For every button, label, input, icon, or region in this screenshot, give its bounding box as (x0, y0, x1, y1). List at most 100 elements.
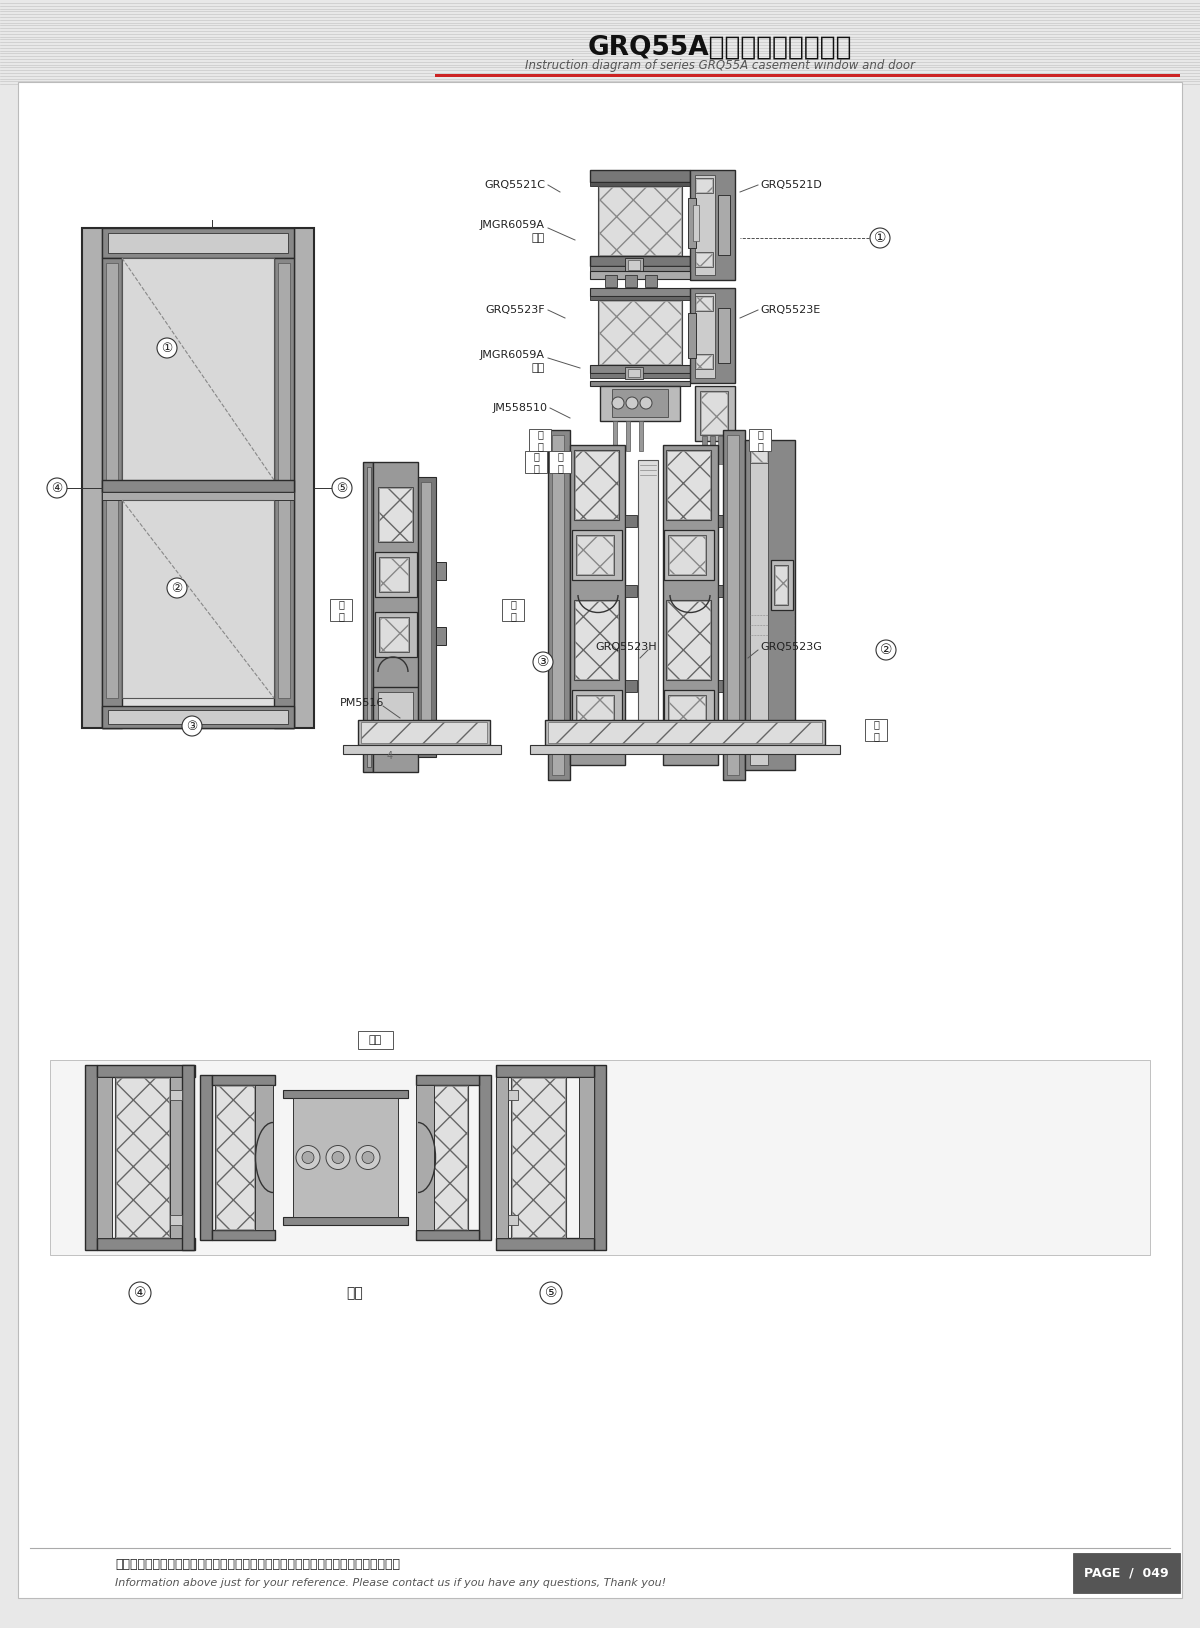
Bar (774, 565, 788, 606)
Bar (122, 500, 274, 698)
Bar (373, 462, 418, 772)
Bar (668, 695, 706, 746)
Bar (508, 1091, 518, 1101)
Bar (701, 392, 727, 435)
Bar (421, 482, 431, 752)
Bar (379, 488, 412, 540)
Bar (668, 536, 706, 575)
Text: 室
内: 室 内 (338, 599, 344, 620)
Circle shape (157, 339, 178, 358)
Bar (548, 721, 822, 742)
Bar (695, 296, 713, 311)
Text: ⑤: ⑤ (336, 482, 348, 495)
Bar (108, 710, 288, 724)
Bar (710, 436, 715, 464)
Bar (625, 514, 637, 527)
Bar (108, 233, 288, 252)
Bar (688, 313, 696, 358)
Bar (529, 430, 551, 451)
Bar (552, 435, 564, 775)
Bar (695, 174, 715, 275)
Bar (749, 430, 772, 451)
Bar (662, 444, 718, 765)
Bar (613, 422, 617, 451)
Bar (436, 73, 1180, 77)
Circle shape (296, 1146, 320, 1169)
Bar (102, 707, 294, 728)
Text: 角码: 角码 (532, 363, 545, 373)
Bar (416, 1231, 479, 1241)
Bar (640, 422, 643, 451)
Bar (380, 619, 408, 651)
Bar (718, 514, 730, 527)
Bar (358, 1031, 392, 1048)
Bar (416, 1084, 434, 1231)
Bar (574, 449, 619, 519)
Bar (374, 552, 418, 597)
Text: ③: ③ (186, 720, 198, 733)
Bar (283, 1218, 408, 1224)
Bar (82, 228, 314, 728)
Bar (256, 1084, 274, 1231)
Bar (625, 681, 637, 692)
Bar (343, 746, 502, 754)
Text: ④: ④ (133, 1286, 146, 1301)
Text: 图中所示型材截面、装配、编号、尺寸及重量仅供参考。如有疑问，请向本公司查询。: 图中所示型材截面、装配、编号、尺寸及重量仅供参考。如有疑问，请向本公司查询。 (115, 1558, 400, 1571)
Text: PAGE  /  049: PAGE / 049 (1084, 1566, 1169, 1579)
Bar (612, 389, 668, 417)
Bar (278, 264, 290, 698)
Text: 4: 4 (386, 751, 394, 760)
Bar (599, 301, 682, 365)
Text: ④: ④ (52, 482, 62, 495)
Bar (102, 492, 294, 500)
Text: 室
外: 室 外 (757, 430, 763, 451)
Circle shape (332, 479, 352, 498)
Bar (745, 440, 796, 770)
Bar (374, 612, 418, 658)
Bar (865, 720, 887, 741)
Text: JMGR6059A: JMGR6059A (480, 220, 545, 230)
Text: GRQ55A系列平开门窗结构图: GRQ55A系列平开门窗结构图 (588, 34, 852, 60)
Bar (116, 1078, 169, 1237)
Bar (750, 444, 768, 462)
Bar (688, 199, 696, 247)
Bar (548, 430, 570, 780)
Bar (283, 1091, 408, 1097)
Bar (379, 617, 409, 651)
Bar (50, 1060, 1150, 1255)
Bar (373, 687, 418, 752)
Bar (696, 179, 712, 192)
Circle shape (47, 479, 67, 498)
Text: ①: ① (161, 342, 173, 355)
Bar (115, 1078, 170, 1237)
Bar (722, 430, 745, 780)
Bar (380, 558, 408, 591)
Bar (572, 690, 622, 751)
Bar (106, 264, 118, 698)
Bar (590, 265, 690, 270)
Text: 角码: 角码 (532, 233, 545, 243)
Bar (628, 260, 640, 270)
Bar (102, 228, 294, 257)
Bar (570, 444, 625, 765)
Bar (576, 695, 614, 746)
Text: ②: ② (880, 643, 893, 658)
Bar (727, 435, 739, 775)
Bar (545, 720, 826, 746)
Bar (1073, 1553, 1180, 1594)
Bar (496, 1065, 594, 1078)
Bar (122, 257, 274, 480)
Text: 室
外: 室 外 (874, 720, 878, 741)
Bar (378, 692, 413, 747)
Bar (625, 275, 637, 287)
Bar (496, 1078, 508, 1237)
Text: PM5516: PM5516 (340, 698, 384, 708)
Bar (718, 681, 730, 692)
Bar (575, 451, 618, 519)
Bar (575, 601, 618, 679)
Bar (718, 584, 730, 597)
Bar (102, 480, 294, 492)
Bar (718, 436, 722, 464)
Bar (605, 275, 617, 287)
Text: ③: ③ (536, 654, 550, 669)
